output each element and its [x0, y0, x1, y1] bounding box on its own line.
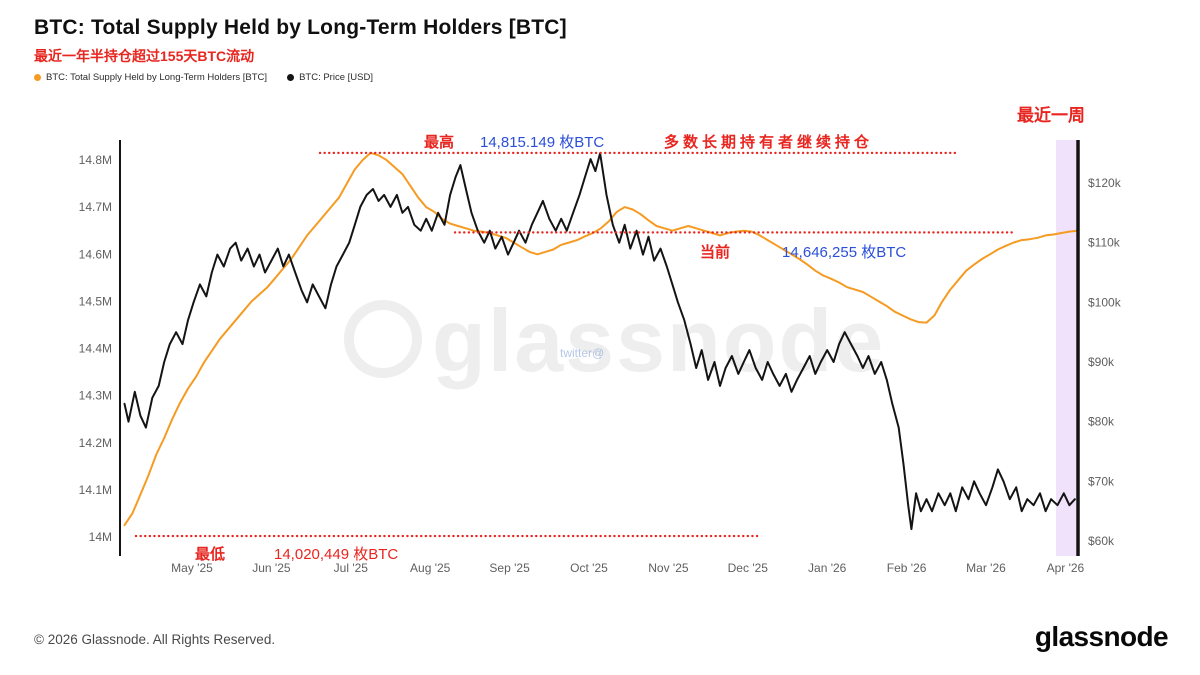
- left-axis-tick-label: 14.5M: [79, 294, 112, 308]
- x-axis-tick-label: Oct '25: [570, 561, 608, 575]
- low-label: 最低: [195, 545, 225, 563]
- chart-legend: BTC: Total Supply Held by Long-Term Hold…: [34, 72, 567, 83]
- x-axis-tick-label: Aug '25: [410, 561, 451, 575]
- current-label: 当前: [700, 243, 730, 261]
- high-label: 最高: [424, 133, 454, 151]
- x-axis-tick-label: May '25: [171, 561, 213, 575]
- supply-series-dot-icon: [34, 74, 41, 81]
- left-axis-tick-label: 14M: [89, 530, 112, 544]
- high-value: 14,815.149 枚BTC: [480, 134, 604, 151]
- right-axis-tick-label: $90k: [1088, 355, 1115, 369]
- watermark-brand-text: glassnode: [432, 291, 885, 390]
- low-value: 14,020,449 枚BTC: [274, 546, 398, 563]
- glassnode-logo: glassnode: [1034, 621, 1169, 652]
- right-axis-tick-label: $120k: [1088, 176, 1122, 190]
- right-axis-tick-label: $70k: [1088, 474, 1115, 488]
- x-axis-tick-label: Sep '25: [489, 561, 530, 575]
- left-axis-tick-label: 14.3M: [79, 389, 112, 403]
- right-axis-tick-label: $80k: [1088, 415, 1115, 429]
- current-value: 14,646,255 枚BTC: [782, 244, 906, 261]
- right-axis-tick-label: $60k: [1088, 534, 1115, 548]
- right-axis-tick-label: $100k: [1088, 295, 1122, 309]
- right-axis-tick-label: $110k: [1088, 236, 1121, 250]
- x-axis-tick-label: Feb '26: [887, 561, 927, 575]
- x-axis-tick-label: Mar '26: [966, 561, 1006, 575]
- copyright-text: © 2026 Glassnode. All Rights Reserved.: [34, 632, 276, 647]
- x-axis-tick-label: Jun '25: [252, 561, 291, 575]
- left-axis-tick-label: 14.8M: [79, 153, 112, 167]
- left-axis-tick-label: 14.6M: [79, 247, 112, 261]
- chart-subtitle: 最近一年半持仓超过155天BTC流动: [34, 48, 255, 64]
- recent-week-band: [1056, 140, 1076, 556]
- high-note: 多数长期持有者继续持仓: [664, 133, 873, 151]
- left-axis-tick-label: 14.7M: [79, 200, 112, 214]
- legend-label-supply: BTC: Total Supply Held by Long-Term Hold…: [46, 72, 268, 83]
- page-title: BTC: Total Supply Held by Long-Term Hold…: [34, 16, 567, 39]
- legend-item-price: BTC: Price [USD]: [287, 72, 373, 83]
- legend-item-supply: BTC: Total Supply Held by Long-Term Hold…: [34, 72, 267, 83]
- legend-label-price: BTC: Price [USD]: [299, 72, 373, 83]
- x-axis-tick-label: Apr '26: [1047, 561, 1085, 575]
- left-axis-tick-label: 14.1M: [79, 483, 112, 497]
- watermark-logo-icon: [344, 300, 422, 378]
- left-axis-tick-label: 14.2M: [79, 436, 112, 450]
- x-axis-tick-label: Jan '26: [808, 561, 847, 575]
- watermark-handle-text: twitter@: [560, 346, 604, 360]
- left-axis-tick-label: 14.4M: [79, 342, 112, 356]
- recent-week-label: 最近一周: [1017, 105, 1085, 125]
- x-axis-tick-label: Jul '25: [334, 561, 369, 575]
- chart-header: BTC: Total Supply Held by Long-Term Hold…: [34, 16, 567, 83]
- x-axis-tick-label: Dec '25: [728, 561, 769, 575]
- price-series-dot-icon: [287, 74, 295, 81]
- supply-line: [123, 151, 1079, 527]
- x-axis-tick-label: Nov '25: [648, 561, 689, 575]
